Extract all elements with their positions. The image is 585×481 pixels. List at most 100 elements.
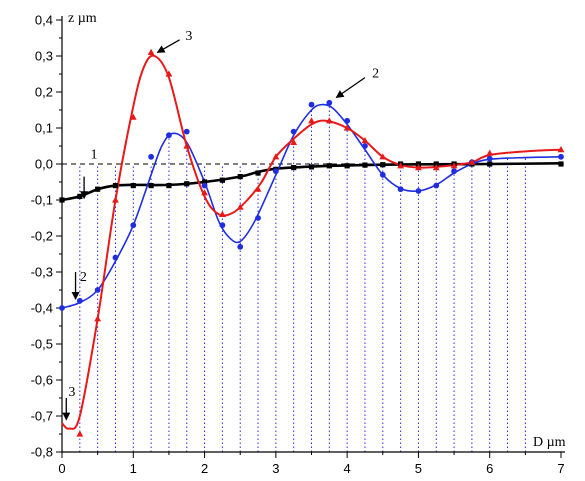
- series-3-point: [361, 137, 369, 144]
- y-tick-label: 0,1: [35, 121, 53, 136]
- x-axis-label: D µm: [533, 435, 566, 450]
- series-2-point: [166, 132, 172, 139]
- series-3-point: [165, 70, 173, 77]
- series-2-point: [486, 155, 493, 162]
- series-3-point: [129, 113, 137, 120]
- series-2-point: [362, 143, 368, 149]
- series-2-point: [433, 182, 440, 189]
- callout-arrow: [335, 77, 366, 98]
- series-2-point: [272, 168, 279, 175]
- series-3-point: [147, 48, 155, 55]
- series-3-point: [343, 124, 351, 131]
- series-1-point: [95, 186, 101, 192]
- series-1-point: [308, 164, 315, 170]
- series-2-point: [94, 287, 101, 293]
- y-tick-label: 0,0: [35, 157, 53, 172]
- x-tick-label: 3: [272, 461, 279, 476]
- series-1-point: [291, 165, 297, 171]
- series-2-point: [397, 186, 404, 193]
- y-tick-label: -0,3: [31, 265, 53, 280]
- callout-label: 3: [68, 385, 75, 400]
- y-tick-label: -0,6: [31, 373, 53, 388]
- series-1-point: [415, 161, 422, 167]
- series-3-point: [272, 153, 280, 160]
- series-2-point: [255, 215, 261, 221]
- series-3-point: [379, 153, 387, 160]
- y-tick-label: 0,3: [35, 49, 53, 64]
- y-tick-label: -0,5: [31, 337, 53, 352]
- series-2-point: [344, 117, 351, 124]
- series-1-point: [201, 179, 208, 185]
- x-tick-label: 5: [415, 461, 422, 476]
- x-tick-label: 7: [557, 461, 564, 476]
- series-1-point: [344, 163, 350, 169]
- series-3-point: [76, 430, 84, 437]
- series-3-point: [236, 203, 244, 210]
- series-3-point: [486, 149, 494, 156]
- series-3-point: [112, 196, 119, 203]
- series-2-point: [76, 297, 83, 304]
- series-2-point: [308, 101, 315, 108]
- series-3-point: [557, 146, 565, 153]
- y-axis-label: z µm: [68, 11, 97, 26]
- series-3-point: [432, 164, 440, 171]
- series-2-point: [326, 99, 333, 106]
- series-3-point: [201, 189, 208, 196]
- series-3-point: [468, 158, 476, 165]
- series-1-point: [487, 161, 493, 167]
- x-tick-label: 2: [201, 461, 208, 476]
- series-1-point: [219, 177, 225, 183]
- series-2-point: [148, 153, 155, 160]
- y-tick-label: -0,1: [31, 193, 53, 208]
- series-1-point: [112, 183, 119, 189]
- callout-arrow: [156, 39, 180, 53]
- vertical-grid: [79, 107, 526, 452]
- x-tick-label: 4: [344, 461, 351, 476]
- series-3-point: [397, 162, 405, 169]
- series-2-point: [130, 222, 137, 229]
- series-1-line: [61, 161, 562, 202]
- callouts: 1 2 2 3 3: [62, 29, 379, 421]
- callout-label: 2: [80, 270, 87, 285]
- series-3-point: [218, 210, 226, 217]
- series-2-point: [219, 222, 226, 229]
- y-tick-label: 0,2: [35, 85, 53, 100]
- x-tick-label: 0: [58, 461, 65, 476]
- series-2-point: [558, 153, 564, 160]
- series-1-point: [558, 161, 564, 167]
- series-3-point: [290, 138, 298, 145]
- series-3-point: [450, 162, 458, 169]
- series-1-point: [130, 183, 136, 189]
- series-3-point: [308, 117, 315, 124]
- series-3-point: [254, 185, 262, 192]
- series-1-point: [166, 183, 172, 189]
- y-tick-label: -0,2: [31, 229, 53, 244]
- callout-label: 1: [91, 148, 98, 163]
- series-2-point: [415, 188, 422, 194]
- series-3-point: [183, 142, 191, 149]
- series-2-point: [451, 168, 457, 175]
- axes: 0,4 0,3 0,2 0,1 0,0 -0,1 -0,2 -0,3 -0,4 -0,5 -0,6 -…: [31, 11, 566, 476]
- series-3-point: [94, 315, 102, 322]
- series-2-point: [201, 182, 208, 189]
- series-1-point: [59, 197, 65, 203]
- callout-label: 3: [185, 29, 192, 44]
- series-2-point: [112, 254, 119, 261]
- y-tick-label: -0,8: [31, 445, 53, 460]
- callout-label: 2: [372, 67, 379, 82]
- series-3-point: [415, 164, 422, 171]
- series-2-point: [290, 128, 297, 135]
- series-2-point: [237, 243, 244, 250]
- series-3-point: [325, 117, 333, 124]
- y-tick-label: -0,7: [31, 409, 53, 424]
- series-1-point: [362, 162, 368, 168]
- data-markers: [59, 48, 565, 437]
- series-1-point: [148, 183, 154, 189]
- series-1-point: [77, 193, 83, 199]
- y-tick-label: -0,4: [31, 301, 53, 316]
- x-tick-label: 1: [130, 461, 137, 476]
- x-tick-label: 6: [486, 461, 493, 476]
- series-1-point: [380, 162, 386, 168]
- series-1-point: [184, 181, 190, 187]
